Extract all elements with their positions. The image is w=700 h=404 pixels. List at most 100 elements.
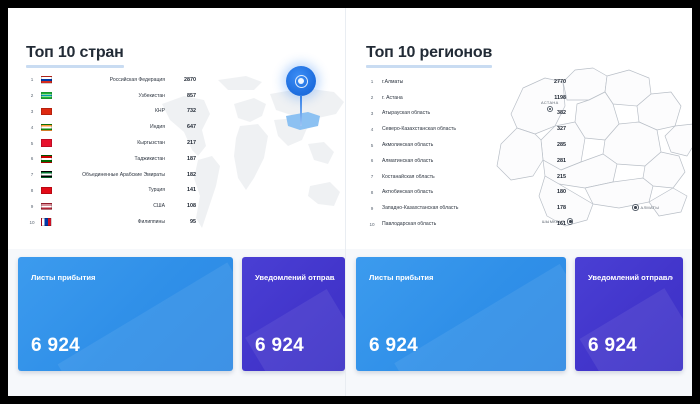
list-item-label: Павлодарская область — [382, 221, 437, 228]
heading-underline — [26, 65, 124, 69]
list-item-rank: 6 — [370, 158, 374, 164]
kazakhstan-map — [496, 67, 692, 227]
list-item-rank: 7 — [370, 174, 374, 180]
list-item-label: Таджикистан — [134, 155, 165, 162]
list-item-label: США — [153, 203, 165, 210]
list-item-value: 217 — [187, 140, 196, 147]
list-item[interactable]: 5 Акмолинская область 285 — [366, 137, 566, 153]
map-pin-marker — [286, 66, 320, 126]
list-item-rank: 10 — [369, 221, 375, 227]
top-countries-list: 1 Российская Федерация 2870 2 Узбекистан 857 3… — [26, 72, 196, 230]
flag-icon — [38, 170, 54, 179]
list-item-label: Алматинская область — [382, 157, 434, 164]
list-item-value: 182 — [187, 171, 196, 178]
pin-head-icon — [286, 66, 316, 96]
list-item-value: 285 — [557, 142, 566, 149]
city-label-text: АЛМАТЫ — [640, 204, 660, 210]
panel-top-regions: АСТАНА АЛМАТЫ ШЫМКЕНТ Топ 10 регионов 1 г… — [345, 8, 692, 396]
list-item[interactable]: 1 г.Алматы 2770 — [366, 74, 566, 90]
city-label-almaty: АЛМАТЫ — [632, 204, 659, 211]
city-label-text: ШЫМКЕНТ — [542, 218, 565, 224]
city-label-text: АСТАНА — [541, 100, 559, 105]
list-item-rank: 1 — [30, 77, 34, 83]
list-item[interactable]: 7 Костанайская область 215 — [366, 169, 566, 185]
list-item-value: 2870 — [184, 76, 196, 83]
list-item[interactable]: 2 г. Астана 1198 — [366, 90, 566, 106]
list-item-rank: 1 — [370, 79, 374, 85]
list-item[interactable]: 3 Атырауская область 382 — [366, 106, 566, 122]
stat-card-title: Листы прибытия — [31, 273, 96, 282]
list-item-value: 732 — [187, 108, 196, 115]
list-item-value: 215 — [557, 173, 566, 180]
stat-card-value: 6 924 — [369, 335, 419, 356]
stat-card-arrival-sheets[interactable]: Листы прибытия 6 924 — [18, 257, 233, 371]
list-item[interactable]: 8 Турция 141 — [26, 183, 196, 199]
list-item[interactable]: 5 Кыргызстан 217 — [26, 135, 196, 151]
pin-ring-outer — [294, 74, 308, 88]
city-marker-icon — [546, 105, 554, 112]
list-item-value: 857 — [187, 92, 196, 99]
list-item-value: 108 — [187, 203, 196, 210]
heading-underline — [366, 65, 493, 69]
list-item-value: 647 — [187, 124, 196, 131]
pin-ring-inner — [297, 77, 305, 85]
flag-icon — [38, 139, 54, 147]
list-item[interactable]: 7 Объединенные Арабские Эмираты 182 — [26, 167, 196, 183]
top-regions-heading: Топ 10 регионов — [366, 43, 493, 69]
list-item-value: 178 — [557, 205, 566, 212]
list-item-label: Актюбинская область — [382, 189, 434, 196]
stat-card-value: 6 924 — [31, 335, 81, 356]
list-item-value: 95 — [190, 219, 196, 226]
list-item-rank: 8 — [30, 187, 34, 193]
stat-card-title: Уведомлений отправлено — [588, 273, 673, 282]
list-item-label: Северо-Казахстанская область — [382, 126, 456, 133]
list-item-label: Турция — [148, 187, 165, 194]
list-item[interactable]: 10 Филиппины 95 — [26, 214, 196, 230]
stat-card-value: 6 924 — [255, 335, 305, 356]
list-item-label: Индия — [149, 124, 165, 131]
list-item[interactable]: 10 Павлодарская область 161 — [366, 216, 566, 232]
stat-card-title: Листы прибытия — [369, 273, 434, 282]
list-item[interactable]: 4 Северо-Казахстанская область 327 — [366, 121, 566, 137]
list-item-label: г.Алматы — [382, 78, 404, 85]
stat-card-notifications-sent[interactable]: Уведомлений отправлено 6 924 — [242, 257, 345, 371]
list-item-label: г. Астана — [382, 94, 403, 101]
list-item-rank: 8 — [370, 189, 374, 195]
pin-stem — [300, 95, 302, 126]
list-item-value: 2770 — [554, 78, 566, 85]
list-item-label: КНР — [154, 108, 165, 115]
list-item[interactable]: 6 Таджикистан 187 — [26, 151, 196, 167]
list-item[interactable]: 2 Узбекистан 857 — [26, 88, 196, 104]
list-item-label: Кыргызстан — [137, 140, 165, 147]
stat-card-arrival-sheets[interactable]: Листы прибытия 6 924 — [356, 257, 566, 371]
list-item-rank: 6 — [30, 156, 34, 162]
panel-top-regions-body: АСТАНА АЛМАТЫ ШЫМКЕНТ Топ 10 регионов 1 г… — [346, 8, 692, 241]
list-item-rank: 9 — [370, 205, 374, 211]
stat-card-notifications-sent[interactable]: Уведомлений отправлено 6 924 — [575, 257, 683, 371]
list-item-label: Костанайская область — [382, 173, 435, 180]
flag-icon — [38, 91, 54, 100]
dashboard-frame: Топ 10 стран 1 Российская Федерация 2870 2 У… — [8, 8, 692, 396]
list-item-rank: 5 — [370, 142, 374, 148]
list-item-rank: 4 — [30, 124, 34, 130]
list-item-value: 382 — [557, 110, 566, 117]
city-marker-icon — [566, 218, 574, 225]
world-map — [162, 76, 344, 228]
top-regions-list: 1 г.Алматы 2770 2 г. Астана 1198 3 Атырауская о… — [366, 74, 566, 232]
stat-cards-left: Листы прибытия 6 924 Уведомлений отправл… — [8, 249, 345, 396]
list-item[interactable]: 8 Актюбинская область 180 — [366, 185, 566, 201]
list-item[interactable]: 9 США 108 — [26, 198, 196, 214]
list-item-value: 161 — [557, 221, 566, 228]
city-label-astana: АСТАНА — [541, 100, 559, 112]
list-item[interactable]: 4 Индия 647 — [26, 119, 196, 135]
list-item[interactable]: 9 Западно-Казахстанская область 178 — [366, 200, 566, 216]
flag-icon — [38, 155, 54, 163]
list-item[interactable]: 3 КНР 732 — [26, 104, 196, 120]
list-item[interactable]: 6 Алматинская область 281 — [366, 153, 566, 169]
list-item-rank: 2 — [370, 95, 374, 101]
list-item-rank: 7 — [30, 172, 34, 178]
flag-icon — [38, 107, 54, 116]
list-item[interactable]: 1 Российская Федерация 2870 — [26, 72, 196, 88]
list-item-label: Узбекистан — [138, 92, 165, 99]
list-item-rank: 3 — [370, 110, 374, 116]
